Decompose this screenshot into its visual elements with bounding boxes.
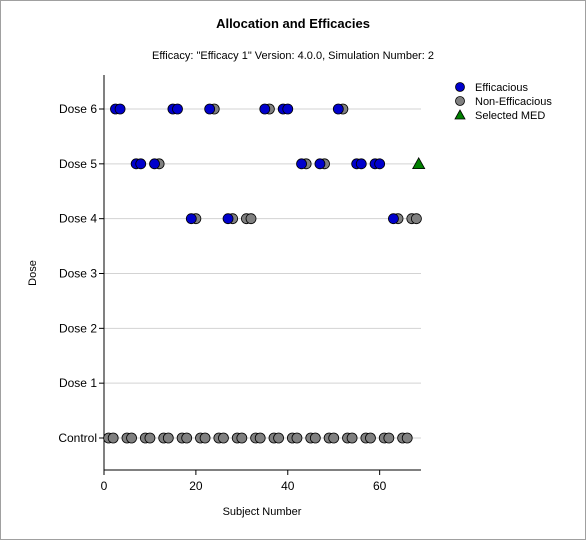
chart-subtitle: Efficacy: "Efficacy 1" Version: 4.0.0, S… — [152, 50, 434, 62]
non-efficacious-point — [126, 432, 137, 444]
non-efficacious-point — [346, 432, 358, 444]
non-efficacious-point — [236, 432, 248, 444]
efficacious-point — [314, 158, 326, 170]
efficacious-point — [259, 103, 271, 115]
chart-title: Allocation and Efficacies — [216, 16, 370, 31]
legend-marker-circle — [455, 96, 465, 106]
non-efficacious-point — [245, 213, 257, 225]
efficacious-point — [388, 213, 399, 225]
non-efficacious-point — [218, 432, 229, 444]
efficacious-point — [149, 158, 160, 170]
non-efficacious-point — [383, 432, 395, 444]
efficacious-point — [204, 103, 216, 115]
non-efficacious-point — [401, 432, 413, 444]
data-points — [103, 103, 426, 444]
x-tick-label: 0 — [101, 479, 108, 493]
non-efficacious-point — [365, 432, 376, 444]
non-efficacious-point — [273, 432, 284, 444]
efficacious-point — [185, 213, 197, 225]
y-tick-label: Dose 5 — [59, 157, 97, 171]
non-efficacious-point — [254, 432, 266, 444]
y-tick-label: Dose 6 — [59, 102, 97, 116]
efficacious-point — [172, 103, 183, 115]
non-efficacious-point — [328, 432, 340, 444]
y-axis-label: Dose — [27, 260, 39, 286]
y-tick-label: Dose 1 — [59, 376, 97, 390]
y-tick-label: Dose 2 — [59, 321, 97, 335]
grid-lines — [104, 108, 421, 439]
legend-label: Selected MED — [475, 110, 545, 122]
legend-marker-triangle — [454, 109, 466, 120]
non-efficacious-point — [199, 432, 211, 444]
legend-label: Non-Efficacious — [475, 96, 552, 108]
non-efficacious-point — [411, 213, 422, 225]
non-efficacious-point — [181, 432, 193, 444]
efficacious-point — [135, 158, 147, 170]
non-efficacious-point — [291, 432, 303, 444]
efficacious-point — [355, 158, 367, 170]
non-efficacious-point — [144, 432, 156, 444]
axes — [99, 75, 421, 475]
efficacious-point — [114, 103, 126, 115]
efficacious-point — [332, 103, 344, 115]
selected-med-point — [412, 157, 426, 170]
legend: Efficacious Non-Efficacious Selected MED — [454, 82, 552, 122]
non-efficacious-point — [162, 432, 174, 444]
tick-labels: Control Dose 1 Dose 2 Dose 3 Dose 4 Dose 5 Dos… — [58, 102, 386, 493]
y-tick-label: Dose 4 — [59, 212, 97, 226]
legend-label: Efficacious — [475, 82, 528, 94]
y-tick-label: Dose 3 — [59, 267, 97, 281]
efficacious-point — [282, 103, 294, 115]
legend-marker-circle — [455, 82, 465, 92]
x-tick-label: 40 — [281, 479, 295, 493]
efficacious-point — [222, 213, 234, 225]
x-tick-label: 20 — [189, 479, 203, 493]
non-efficacious-point — [309, 432, 321, 444]
non-efficacious-point — [107, 432, 119, 444]
x-axis-label: Subject Number — [223, 506, 302, 518]
x-tick-label: 60 — [373, 479, 387, 493]
y-tick-label: Control — [58, 431, 97, 445]
efficacious-point — [374, 158, 386, 170]
efficacious-point — [296, 158, 307, 170]
